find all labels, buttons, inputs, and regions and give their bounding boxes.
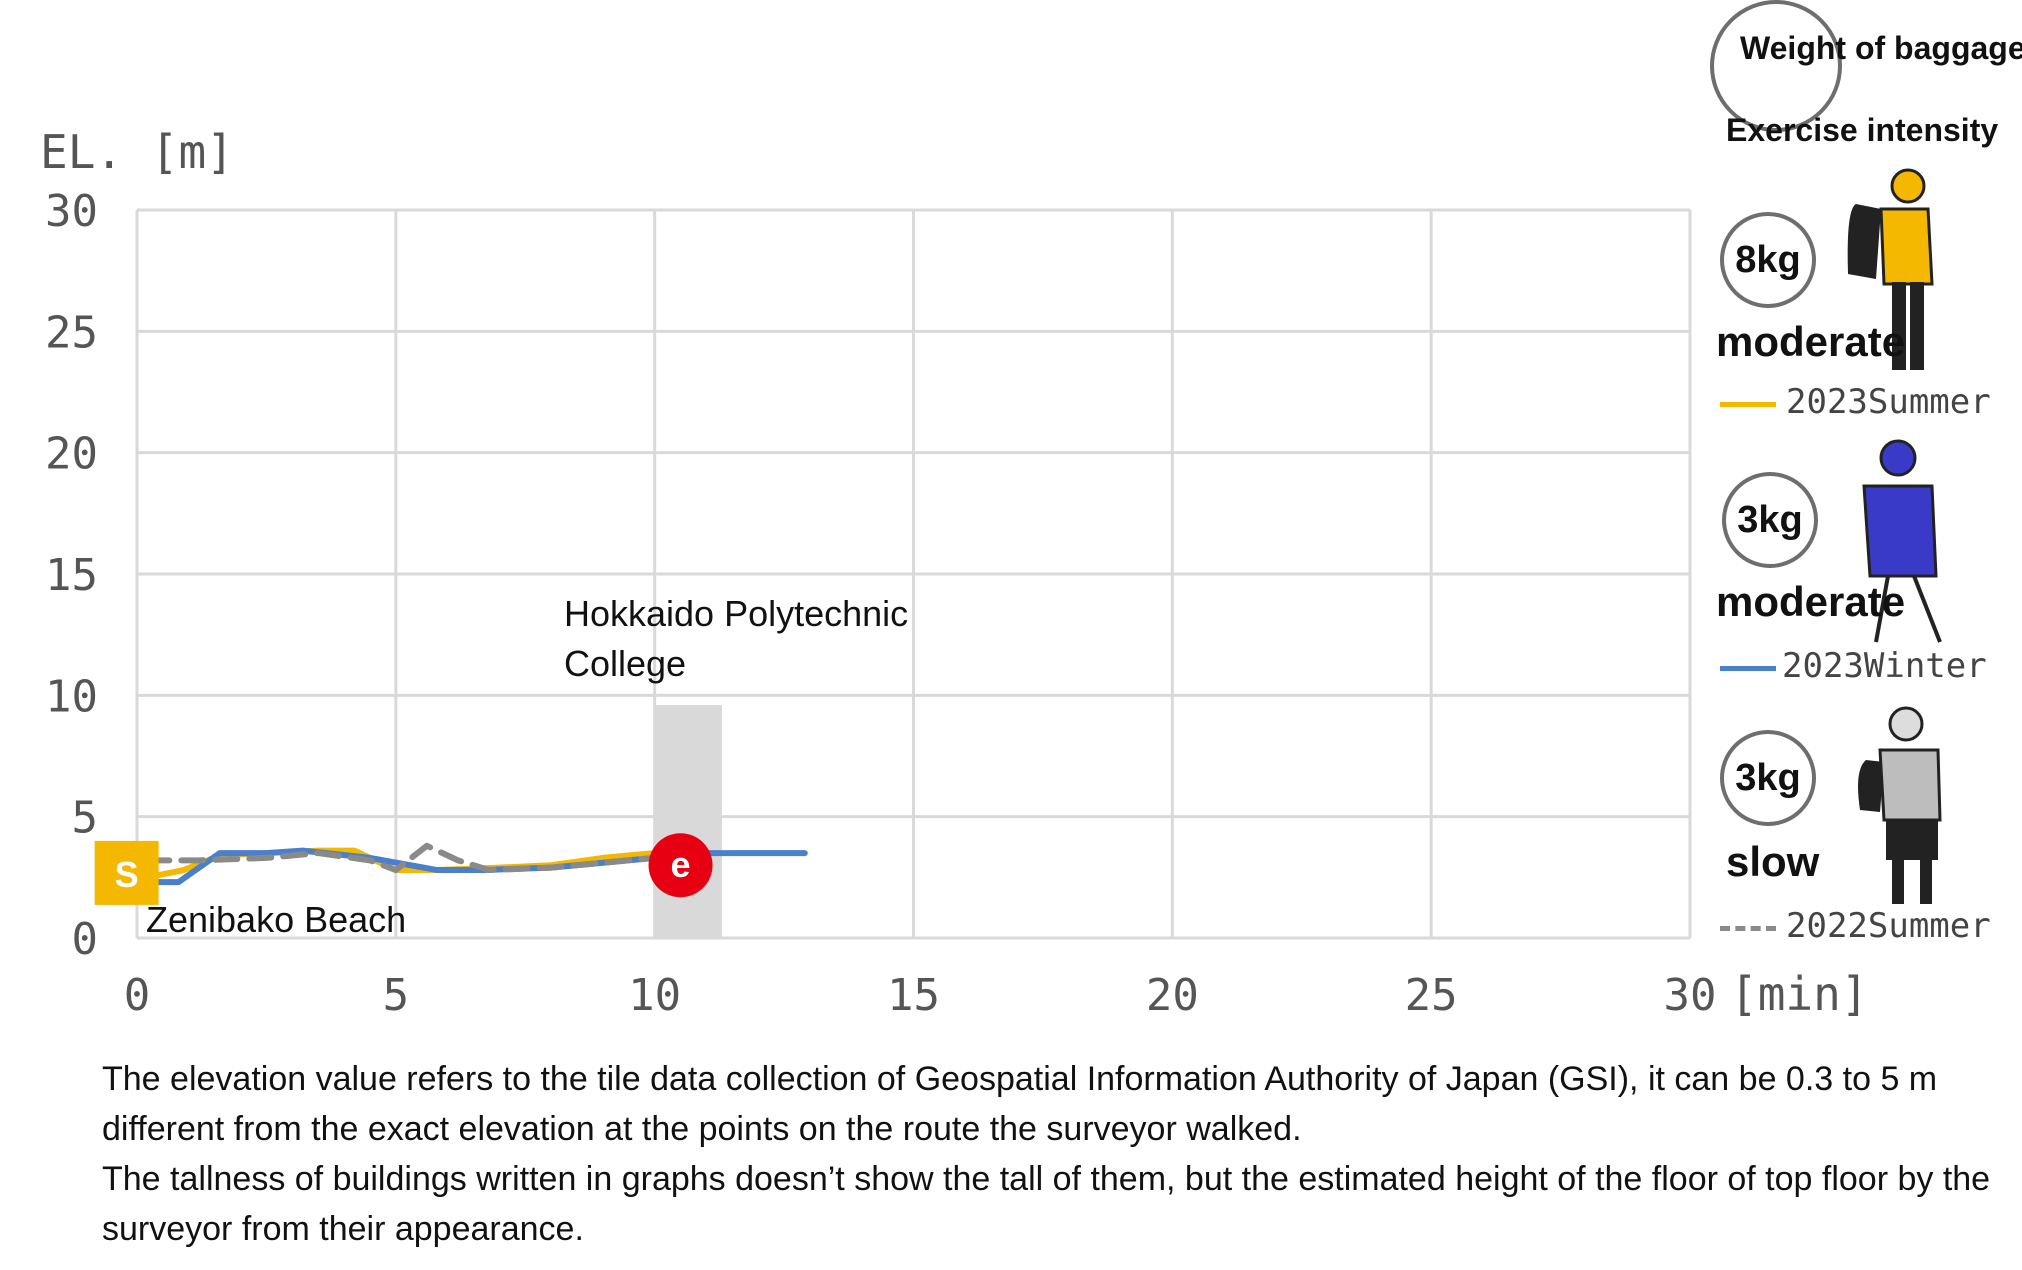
start-place-label: Zenibako Beach [146,899,406,940]
series-line-2022summer [144,842,658,874]
hiker-gray-icon [1858,706,1942,904]
y-tick-label: 5 [72,793,99,844]
legend-weight-title: Weight of baggage [1740,30,2022,66]
end-marker [648,833,713,898]
building-label: Hokkaido Polytechnic [564,593,908,634]
y-axis-label: EL. [m] [40,125,234,179]
chart-buildings: Hokkaido Polytechnic College [564,593,908,938]
x-tick-label: 15 [887,970,940,1021]
elevation-chart: Hokkaido Polytechnic College 0 5 10 15 20 25 30… [40,125,1868,1021]
y-tick-label: 0 [72,914,99,965]
y-tick-label: 20 [45,429,98,480]
building-label: College [564,643,686,684]
weight-badge: 3kg [1722,472,1818,568]
weight-badge: 8kg [1720,212,1816,308]
legend-swatch-2022summer [1720,926,1776,931]
season-label: 2022Summer [1786,906,1991,946]
x-tick-label: 20 [1146,970,1199,1021]
y-tick-label: 30 [45,186,98,237]
chart-ticks: 0 5 10 15 20 25 30 0 5 10 15 20 25 30 [45,186,1716,1021]
footnote-building-height: The tallness of buildings written in gra… [102,1160,1991,1248]
hiker-yellow-icon [1847,168,1934,370]
legend-swatch-2023winter [1720,666,1776,671]
x-tick-label: 5 [383,970,410,1021]
intensity-label: moderate [1716,318,1906,365]
y-tick-label: 15 [45,550,98,601]
start-marker-label: S [115,854,139,895]
building-bar [654,705,722,938]
x-tick-label: 0 [124,970,151,1021]
legend-weight-ring-icon [1710,0,1842,132]
season-label: 2023Summer [1786,382,1991,422]
end-marker-label: e [671,844,691,885]
y-tick-label: 10 [45,671,98,722]
weight-badge: 3kg [1720,730,1816,826]
y-tick-label: 25 [45,307,98,358]
hiker-blue-icon [1862,439,1942,643]
chart-grid [135,208,1692,940]
intensity-label: slow [1726,838,1820,885]
x-tick-label: 10 [628,970,681,1021]
x-axis-label: [min] [1730,967,1868,1021]
x-tick-label: 25 [1405,970,1458,1021]
intensity-label: moderate [1716,578,1906,625]
footnote-elevation: The elevation value refers to the tile d… [102,1060,1938,1148]
season-label: 2023Winter [1782,646,1987,686]
start-marker [94,840,159,905]
x-tick-label: 30 [1664,970,1717,1021]
legend-swatch-2023summer [1720,402,1776,407]
legend-intensity-title: Exercise intensity [1726,112,1999,148]
